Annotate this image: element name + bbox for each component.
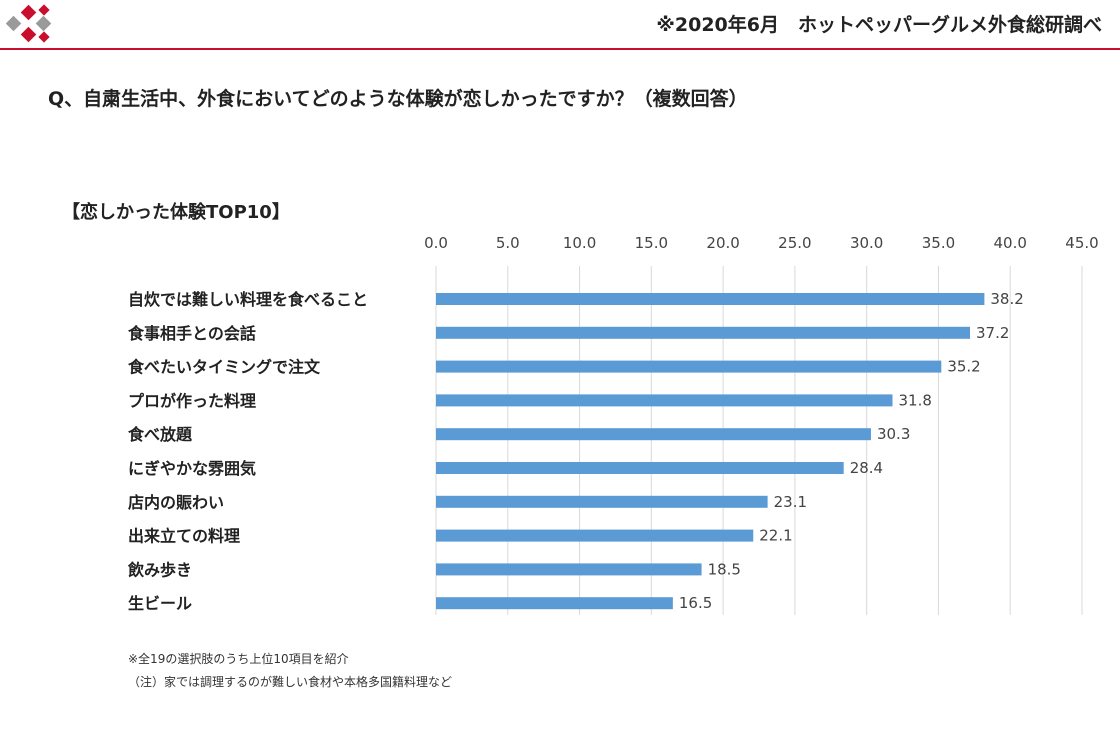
- value-label: 37.2: [976, 324, 1009, 342]
- category-label: 出来立ての料理: [128, 527, 240, 546]
- chart-title: 【恋しかった体験TOP10】: [62, 202, 290, 223]
- value-label: 38.2: [990, 290, 1023, 308]
- value-label: 23.1: [774, 493, 807, 511]
- category-label: 自炊では難しい料理を食べること: [128, 290, 368, 309]
- bar: [436, 428, 871, 441]
- category-label: 食べたいタイミングで注文: [127, 358, 321, 377]
- value-label: 35.2: [947, 358, 980, 376]
- header: ※2020年6月 ホットペッパーグルメ外食総研調べ: [0, 0, 1120, 50]
- category-label: 飲み歩き: [127, 560, 192, 579]
- x-tick-label: 30.0: [850, 234, 883, 252]
- value-label: 22.1: [759, 527, 792, 545]
- x-tick-label: 5.0: [496, 234, 520, 252]
- category-label: 食事相手との会話: [127, 324, 256, 343]
- x-tick-label: 20.0: [706, 234, 739, 252]
- bar: [436, 597, 673, 610]
- category-label: 食べ放題: [127, 425, 193, 444]
- x-tick-label: 15.0: [635, 234, 668, 252]
- bar: [436, 293, 985, 305]
- bar: [436, 563, 702, 576]
- bar: [436, 394, 893, 407]
- x-tick-label: 35.0: [922, 234, 955, 252]
- value-label: 31.8: [899, 391, 932, 409]
- value-label: 28.4: [850, 459, 883, 477]
- x-tick-label: 40.0: [994, 234, 1027, 252]
- question-text: Q、自粛生活中、外食においてどのような体験が恋しかったですか？（複数回答）: [48, 88, 748, 110]
- bar-chart: 0.0 5.0 10.0 15.0 20.0 25.0 30.0 35.0 40.0 45.0 自炊…: [127, 234, 1099, 615]
- bar: [436, 326, 971, 339]
- footnote-definition: （注）家では調理するのが難しい食材や本格多国籍料理など: [128, 675, 453, 689]
- value-label: 18.5: [708, 560, 741, 578]
- x-tick-label: 45.0: [1065, 234, 1098, 252]
- x-tick-label: 10.0: [563, 234, 596, 252]
- bar: [436, 495, 768, 508]
- value-label: 30.3: [877, 425, 910, 443]
- footnote-selection: ※全19の選択肢のうち上位10項目を紹介: [128, 652, 349, 666]
- category-label: 店内の賑わい: [128, 493, 224, 512]
- category-label: 生ビール: [128, 594, 192, 613]
- source-note: ※2020年6月 ホットペッパーグルメ外食総研調べ: [656, 14, 1102, 36]
- header-divider: [0, 48, 1120, 50]
- x-tick-label: 25.0: [778, 234, 811, 252]
- value-label: 16.5: [679, 594, 712, 612]
- logo-icon: [6, 4, 52, 43]
- x-tick-label: 0.0: [424, 234, 448, 252]
- bar: [436, 529, 754, 542]
- notes: ※全19の選択肢のうち上位10項目を紹介 （注）家では調理するのが難しい食材や本…: [128, 648, 452, 694]
- bar: [436, 462, 844, 474]
- category-label: にぎやかな雰囲気: [128, 459, 256, 478]
- bar: [436, 360, 942, 373]
- category-label: プロが作った料理: [128, 391, 256, 410]
